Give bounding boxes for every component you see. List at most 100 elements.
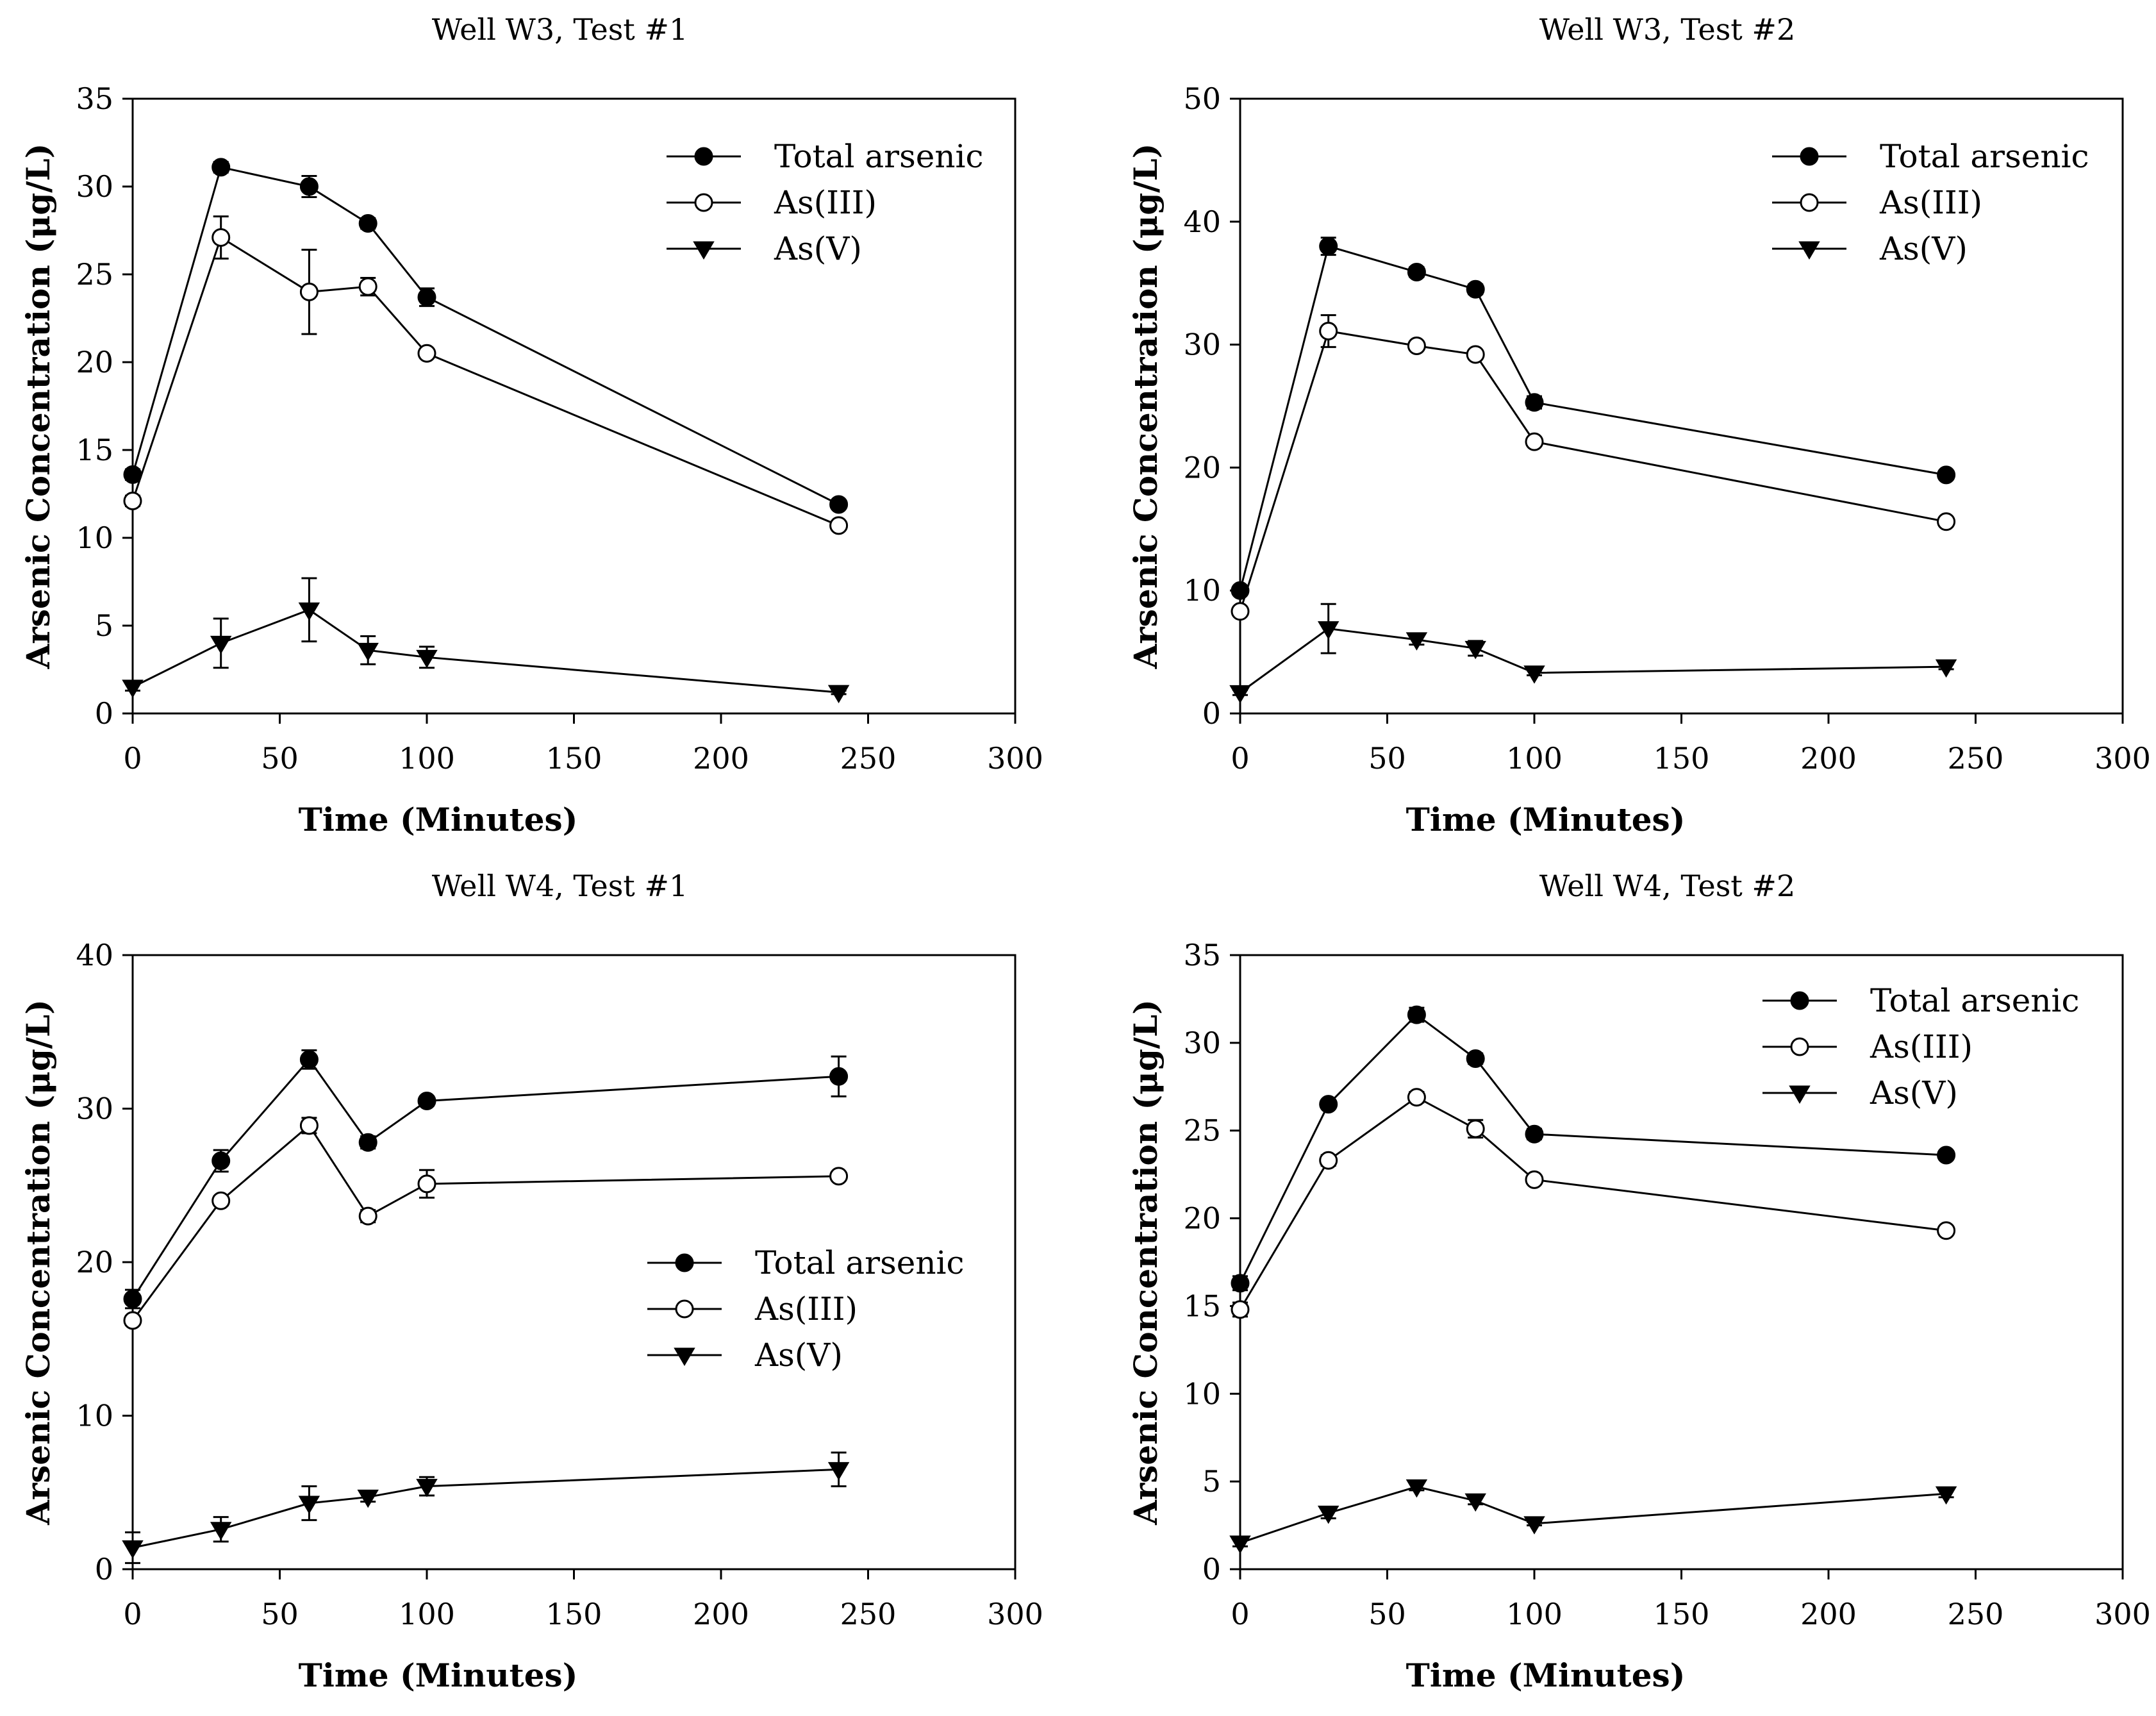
data-point bbox=[1319, 237, 1338, 256]
data-point bbox=[1466, 345, 1485, 364]
data-point bbox=[1525, 393, 1544, 412]
x-tick-label: 200 bbox=[1800, 1597, 1857, 1631]
legend-marker bbox=[1800, 193, 1819, 212]
data-point bbox=[416, 649, 438, 669]
x-tick-label: 250 bbox=[1948, 741, 2004, 776]
data-point bbox=[123, 1289, 142, 1308]
legend-label: As(III) bbox=[774, 184, 877, 221]
data-point bbox=[210, 635, 232, 654]
y-tick-label: 0 bbox=[1202, 696, 1221, 731]
chart-title: Well W3, Test #2 bbox=[1539, 12, 1795, 47]
data-point bbox=[1466, 1049, 1485, 1068]
data-point bbox=[298, 602, 320, 621]
y-tick-label: 35 bbox=[76, 81, 113, 116]
legend-marker bbox=[675, 1299, 694, 1319]
data-point bbox=[829, 495, 849, 514]
legend-label: Total arsenic bbox=[755, 1244, 965, 1281]
series-2 bbox=[1231, 314, 1956, 621]
y-tick-label: 35 bbox=[1183, 938, 1221, 972]
data-point bbox=[1407, 1088, 1426, 1107]
legend: Total arsenic As(III) As(V) bbox=[1772, 138, 2089, 267]
legend-label: Total arsenic bbox=[774, 138, 984, 175]
legend-marker bbox=[694, 193, 713, 212]
legend-marker bbox=[1789, 1085, 1811, 1104]
data-point bbox=[1229, 1535, 1251, 1554]
data-point bbox=[123, 1311, 142, 1330]
legend-label: As(III) bbox=[754, 1290, 858, 1328]
x-tick-label: 300 bbox=[987, 741, 1043, 776]
data-point bbox=[211, 158, 231, 177]
y-tick-label: 15 bbox=[76, 433, 113, 467]
y-axis-label: Arsenic Concentration (μg/L) bbox=[1127, 999, 1165, 1526]
x-axis-label: Time (Minutes) bbox=[1406, 1656, 1686, 1694]
y-tick-label: 30 bbox=[1183, 1026, 1221, 1060]
chart-panel-3: Well W4, Test #1 0 50 100 150 200 250 300 0 10 20 3… bbox=[19, 869, 1043, 1694]
y-tick-label: 10 bbox=[76, 521, 113, 555]
y-tick-label: 30 bbox=[76, 1092, 113, 1126]
series-line bbox=[131, 236, 840, 527]
legend-marker bbox=[694, 147, 713, 166]
data-point bbox=[1319, 1095, 1338, 1114]
x-tick-label: 50 bbox=[261, 741, 299, 776]
y-tick-label: 15 bbox=[1183, 1288, 1221, 1323]
data-point bbox=[1935, 659, 1957, 678]
data-point bbox=[123, 491, 142, 510]
x-tick-label: 150 bbox=[1654, 1597, 1710, 1631]
legend-marker bbox=[674, 1347, 695, 1366]
series-1 bbox=[1231, 1005, 1956, 1293]
legend-marker bbox=[1790, 1037, 1809, 1056]
y-tick-label: 0 bbox=[95, 1552, 113, 1587]
data-point bbox=[1935, 1486, 1957, 1505]
x-tick-label: 250 bbox=[1948, 1597, 2004, 1631]
y-axis-label: Arsenic Concentration (μg/L) bbox=[19, 144, 57, 670]
legend-label: Total arsenic bbox=[1880, 138, 2089, 175]
y-tick-label: 20 bbox=[76, 345, 113, 379]
x-tick-label: 150 bbox=[546, 741, 602, 776]
y-tick-label: 25 bbox=[1183, 1113, 1221, 1148]
x-axis-label: Time (Minutes) bbox=[299, 1656, 578, 1694]
series-1 bbox=[1231, 237, 1956, 600]
x-tick-label: 100 bbox=[1506, 1597, 1563, 1631]
series-line bbox=[1240, 1485, 1946, 1544]
data-point bbox=[210, 1522, 232, 1540]
y-tick-label: 30 bbox=[1183, 328, 1221, 362]
data-point bbox=[1525, 1170, 1544, 1189]
x-axis-label: Time (Minutes) bbox=[1406, 801, 1686, 838]
data-point bbox=[1231, 602, 1250, 621]
legend: Total arsenic As(III) As(V) bbox=[1762, 982, 2080, 1112]
y-tick-label: 40 bbox=[76, 938, 113, 972]
series-line bbox=[132, 1468, 839, 1549]
data-point bbox=[211, 1151, 231, 1170]
legend-marker bbox=[1800, 147, 1819, 166]
data-point bbox=[122, 679, 144, 698]
x-tick-label: 100 bbox=[1506, 741, 1563, 776]
x-tick-label: 0 bbox=[123, 1597, 142, 1631]
series-line bbox=[1239, 1095, 1946, 1310]
legend: Total arsenic As(III) As(V) bbox=[667, 138, 984, 267]
data-point bbox=[298, 1495, 320, 1514]
series-line bbox=[131, 1058, 839, 1300]
plot-frame bbox=[1239, 97, 2124, 715]
y-tick-label: 0 bbox=[95, 696, 113, 731]
legend: Total arsenic As(III) As(V) bbox=[647, 1244, 965, 1374]
series-3 bbox=[1229, 1479, 1957, 1554]
data-point bbox=[211, 1191, 231, 1210]
series-1 bbox=[123, 158, 849, 514]
chart-panel-1: Well W3, Test #1 0 50 100 150 200 250 300 0 5 10 15… bbox=[19, 12, 1043, 838]
legend-label: As(III) bbox=[1879, 184, 1982, 221]
data-point bbox=[1466, 279, 1485, 299]
data-point bbox=[1406, 632, 1428, 651]
y-tick-label: 5 bbox=[95, 608, 113, 643]
data-point bbox=[1407, 337, 1426, 356]
y-tick-label: 10 bbox=[1183, 573, 1221, 608]
data-point bbox=[1231, 1300, 1250, 1319]
chart-title: Well W3, Test #1 bbox=[432, 12, 688, 47]
data-point bbox=[1317, 1505, 1339, 1524]
chart-panel-2: Well W3, Test #2 0 50 100 150 200 250 300 0 10 20 3… bbox=[1127, 12, 2151, 838]
data-point bbox=[1406, 1479, 1428, 1498]
x-tick-label: 0 bbox=[123, 741, 142, 776]
data-point bbox=[1525, 1124, 1544, 1144]
x-tick-label: 200 bbox=[693, 741, 749, 776]
data-point bbox=[358, 214, 377, 233]
